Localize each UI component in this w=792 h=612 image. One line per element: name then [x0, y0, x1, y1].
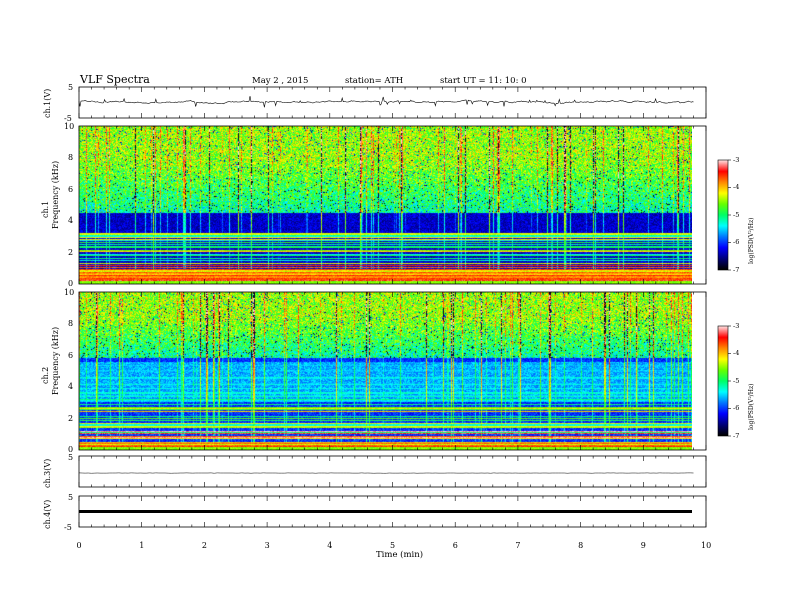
time-axis-tick-7: 7	[515, 541, 520, 550]
ch2-spectrogram-panel: 10 8 6 4 2 0 ch.2 Frequency (kHz) -3 -4 …	[41, 288, 755, 454]
ch2-colorbar-ticks	[728, 325, 731, 437]
ch1-spec-ytick-8: 8	[68, 153, 73, 162]
ch4-waveform-ylabel: ch.4(V)	[43, 500, 52, 529]
ch2-colorbar-tick-m5: -5	[733, 377, 739, 385]
ch1-colorbar-tick-m6: -6	[733, 238, 739, 246]
ch1-waveform-ytick-bottom: -5	[64, 114, 72, 123]
ch2-colorbar-image	[718, 326, 728, 436]
ch2-colorbar-label: log(PSD(V²/Hz)	[748, 383, 755, 430]
ch2-spectrogram-ticks	[78, 292, 707, 450]
time-axis-label: Time (min)	[376, 549, 423, 560]
ch2-spec-channel-label: ch.2	[41, 367, 50, 384]
ch1-spectrogram-ticks	[78, 126, 707, 284]
ch2-colorbar-tick-m3: -3	[733, 322, 739, 330]
ch2-spec-ytick-4: 4	[68, 382, 73, 391]
ch2-spec-ytick-2: 2	[68, 414, 73, 423]
ch1-waveform-ylabel: ch.1(V)	[43, 89, 52, 118]
ch1-spectrogram-panel: 10 8 6 4 2 0 ch.1 Frequency (kHz) -3 -4 …	[41, 122, 755, 288]
ch1-colorbar-image	[718, 160, 728, 270]
time-axis-tick-2: 2	[202, 541, 207, 550]
ch4-waveform-trace	[79, 510, 692, 513]
ch4-waveform-ytick-bottom: -5	[64, 523, 72, 532]
ch1-spec-ytick-10: 10	[64, 122, 74, 131]
ch1-spec-ytick-6: 6	[68, 185, 73, 194]
ch1-colorbar-tick-m7: -7	[733, 266, 739, 274]
figure-title: VLF Spectra	[79, 73, 150, 86]
ch1-colorbar-label: log(PSD(V²/Hz)	[748, 217, 755, 264]
ch1-spec-ytick-0: 0	[68, 279, 73, 288]
ch1-waveform-ytick-top: 5	[68, 83, 73, 92]
ch1-spec-ytick-2: 2	[68, 248, 73, 257]
ch1-spectrogram-yticklabels: 10 8 6 4 2 0	[64, 122, 74, 288]
ch4-waveform-ticks	[78, 496, 707, 527]
start-time-label: start UT = 11: 10: 0	[440, 76, 527, 86]
date-label: May 2 , 2015	[252, 76, 308, 86]
ch2-colorbar-tick-m6: -6	[733, 404, 739, 412]
ch3-waveform-ticks	[78, 456, 707, 487]
ch2-colorbar: -3 -4 -5 -6 -7 log(PSD(V²/Hz)	[717, 322, 755, 440]
ch2-colorbar-tick-m7: -7	[733, 432, 739, 440]
ch2-spec-ytick-10: 10	[64, 288, 74, 297]
ch1-spec-ylabel: Frequency (kHz)	[51, 161, 60, 229]
time-axis-tick-0: 0	[77, 541, 82, 550]
ch1-spec-channel-label: ch.1	[41, 201, 50, 218]
ch1-waveform-ticks	[78, 87, 707, 118]
time-axis-tick-9: 9	[641, 541, 646, 550]
ch4-waveform-panel: 5 -5 ch.4(V)	[43, 493, 707, 532]
time-axis-tick-10: 10	[701, 541, 711, 550]
station-label: station= ATH	[345, 76, 403, 86]
ch1-spectrogram-image	[79, 126, 692, 284]
ch1-waveform-trace	[78, 95, 694, 108]
ch2-spec-ylabel: Frequency (kHz)	[51, 327, 60, 395]
ch1-colorbar-ticks	[728, 159, 731, 271]
ch1-colorbar-tick-m3: -3	[733, 156, 739, 164]
ch3-waveform-panel: 5 ch.3(V)	[43, 453, 707, 488]
time-axis-tick-8: 8	[578, 541, 583, 550]
time-axis-tick-1: 1	[139, 541, 144, 550]
ch4-waveform-ytick-top: 5	[68, 493, 73, 502]
ch2-spec-ytick-8: 8	[68, 319, 73, 328]
time-axis-tick-6: 6	[453, 541, 458, 550]
time-axis-tick-3: 3	[265, 541, 270, 550]
ch2-spectrogram-image	[79, 292, 692, 450]
ch1-waveform-panel: 5 -5 ch.1(V)	[43, 83, 707, 123]
ch1-spec-ytick-4: 4	[68, 216, 73, 225]
ch2-spectrogram-yticklabels: 10 8 6 4 2 0	[64, 288, 74, 454]
ch3-waveform-ylabel: ch.3(V)	[43, 459, 52, 488]
ch2-spec-ytick-6: 6	[68, 351, 73, 360]
time-axis-tick-4: 4	[327, 541, 332, 550]
ch2-colorbar-tick-m4: -4	[733, 349, 739, 357]
ch3-waveform-ytick-top: 5	[68, 453, 73, 462]
ch1-colorbar-tick-m4: -4	[733, 183, 739, 191]
ch2-spec-ytick-0: 0	[68, 445, 73, 454]
ch1-colorbar-tick-m5: -5	[733, 211, 739, 219]
time-axis-tick-5: 5	[390, 541, 395, 550]
ch1-colorbar: -3 -4 -5 -6 -7 log(PSD(V²/Hz)	[717, 156, 755, 274]
time-axis-tick-labels: 0 1 2 3 4 5 6 7 8 9 10	[77, 541, 712, 550]
